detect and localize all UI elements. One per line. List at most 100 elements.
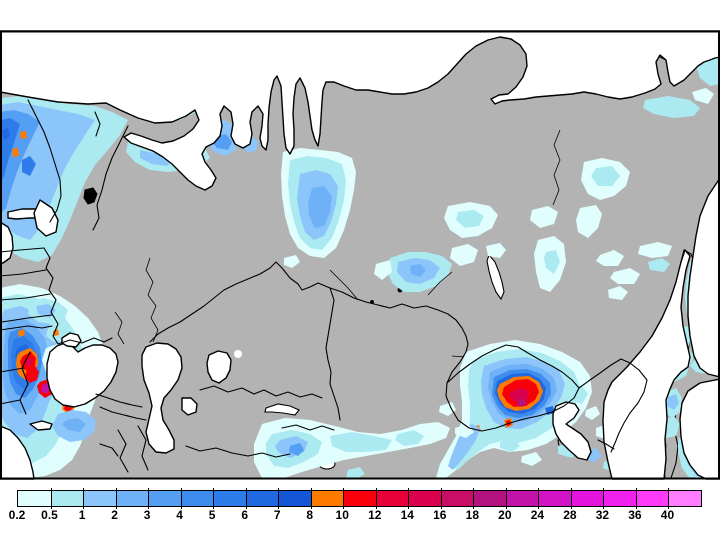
colorbar-segment bbox=[440, 491, 474, 506]
border-baltics bbox=[43, 247, 59, 345]
country-borders-shape bbox=[0, 399, 21, 405]
colorbar bbox=[17, 488, 702, 509]
country-borders-shape bbox=[94, 111, 101, 137]
precipitation-blobs-shape bbox=[374, 260, 392, 280]
precipitation-blobs-shape bbox=[2, 128, 10, 140]
country-borders-shape bbox=[0, 269, 47, 277]
country-borders-shape bbox=[0, 247, 45, 253]
precipitation-blobs-shape bbox=[517, 398, 527, 407]
border-romania-bulgaria bbox=[19, 351, 31, 415]
precipitation-blobs-shape bbox=[448, 424, 480, 470]
colorbar-tick-label: 1 bbox=[78, 508, 86, 522]
border-caucasus-south bbox=[99, 406, 147, 421]
precipitation-blobs-shape bbox=[53, 329, 59, 336]
colorbar-segment bbox=[115, 491, 149, 506]
border-kyrgyzstan bbox=[281, 424, 335, 431]
colorbar-tick-label: 5 bbox=[208, 508, 216, 522]
colorbar-tick bbox=[668, 488, 669, 509]
colorbar-segment bbox=[278, 491, 311, 506]
country-borders-shape bbox=[1, 314, 53, 323]
colorbar-segment bbox=[505, 491, 539, 506]
colorbar-tick bbox=[181, 488, 182, 509]
precipitation-blobs-shape bbox=[25, 366, 39, 383]
lake-onega bbox=[83, 187, 98, 205]
precipitation-blobs-shape bbox=[544, 250, 560, 274]
colorbar-tick bbox=[246, 488, 247, 509]
border-norway-sweden bbox=[27, 99, 62, 223]
border-finland-russia bbox=[92, 125, 129, 231]
colorbar-tick-label: 20 bbox=[498, 508, 512, 522]
precipitation-blobs-shape bbox=[576, 205, 602, 238]
country-borders-shape bbox=[99, 443, 119, 457]
colorbar-tick-label: 36 bbox=[628, 508, 642, 522]
precipitation-blobs-shape bbox=[140, 150, 172, 166]
colorbar-segment bbox=[83, 491, 116, 506]
colorbar-segment bbox=[668, 491, 702, 506]
border-caucasus-north bbox=[95, 393, 143, 408]
colorbar-segment bbox=[180, 491, 214, 506]
colorbar-tick-label: 28 bbox=[563, 508, 577, 522]
precipitation-blobs-shape bbox=[284, 255, 300, 268]
colorbar-tick bbox=[636, 488, 637, 509]
colorbar-segment bbox=[571, 491, 604, 506]
precipitation-blobs-shape bbox=[591, 166, 620, 186]
border-turkey-iran bbox=[117, 429, 129, 473]
country-borders-shape bbox=[0, 293, 51, 301]
colorbar-tick-label: 32 bbox=[595, 508, 610, 522]
border-mongolia bbox=[445, 344, 580, 432]
precipitation-blobs-shape bbox=[330, 432, 392, 452]
colorbar-segment bbox=[50, 491, 84, 506]
precipitation-blobs-shape bbox=[500, 438, 520, 452]
colorbar-segment bbox=[343, 491, 376, 506]
precipitation-blobs-shape bbox=[638, 242, 672, 258]
colorbar-segment bbox=[245, 491, 279, 506]
precipitation-blobs-shape bbox=[22, 156, 36, 176]
colorbar-tick bbox=[343, 488, 344, 509]
precipitation-blobs-shape bbox=[608, 286, 628, 300]
colorbar-tick bbox=[571, 488, 572, 509]
colorbar-segment bbox=[18, 491, 51, 506]
precip-orange-spot-norway bbox=[20, 131, 27, 139]
country-borders-shape bbox=[0, 325, 53, 331]
border-ukraine-russia bbox=[57, 337, 113, 345]
colorbar-tick bbox=[506, 488, 507, 509]
colorbar-tick bbox=[311, 488, 312, 509]
colorbar-tick-label: 2 bbox=[111, 508, 118, 522]
colorbar-tick bbox=[441, 488, 442, 509]
colorbar-tick-label: 6 bbox=[241, 508, 248, 522]
colorbar-segment bbox=[636, 491, 669, 506]
precipitation-blobs-shape bbox=[36, 304, 56, 318]
border-china-russia-east bbox=[578, 358, 648, 453]
small-lake bbox=[234, 350, 242, 358]
precipitation-blobs-shape bbox=[610, 268, 640, 284]
precipitation-blobs-shape bbox=[456, 210, 484, 228]
colorbar-segment bbox=[408, 491, 441, 506]
precipitation-blobs-shape bbox=[450, 244, 478, 266]
colorbar-tick-label: 14 bbox=[400, 508, 414, 522]
precipitation-blobs-shape bbox=[648, 258, 670, 272]
precipitation-blobs-shape bbox=[667, 394, 679, 410]
border-kazakhstan-russia bbox=[149, 261, 469, 384]
border-china-west bbox=[325, 287, 341, 421]
colorbar-tick bbox=[148, 488, 149, 509]
precipitation-blobs-shape bbox=[521, 452, 542, 466]
colorbar-segment bbox=[213, 491, 246, 506]
precipitation-blobs-shape bbox=[439, 402, 456, 416]
colorbar-tick bbox=[603, 488, 604, 509]
river-yenisei bbox=[427, 271, 453, 296]
precipitation-blobs-shape bbox=[410, 264, 426, 277]
precipitation-blobs-shape bbox=[643, 96, 700, 118]
river-lena bbox=[552, 129, 561, 206]
colorbar-segment bbox=[375, 491, 409, 506]
colorbar-tick bbox=[376, 488, 377, 509]
river-volga bbox=[145, 257, 159, 343]
precipitation-blobs-shape bbox=[692, 88, 714, 104]
map-frame bbox=[0, 30, 720, 480]
colorbar-tick bbox=[408, 488, 409, 509]
precipitation-blobs-shape bbox=[570, 386, 588, 404]
colorbar-tick bbox=[51, 488, 52, 509]
precipitation-blobs-shape bbox=[585, 406, 600, 420]
colorbar-segment bbox=[148, 491, 181, 506]
